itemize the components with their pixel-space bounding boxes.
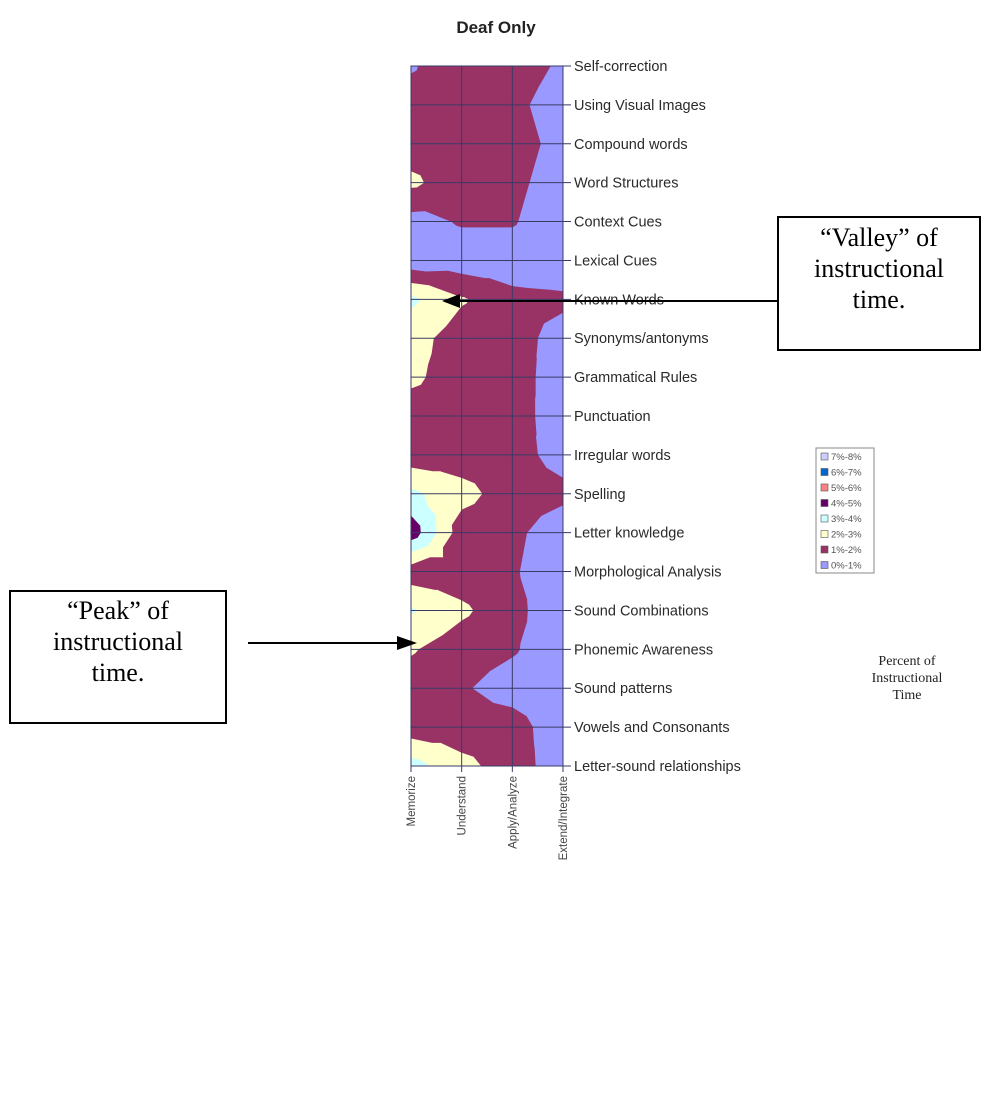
y-tick-label: Grammatical Rules — [574, 370, 697, 386]
peak-annotation-box: “Peak” of instructional time. — [9, 590, 227, 724]
y-tick-label: Vowels and Consonants — [574, 720, 730, 736]
y-tick-label: Word Structures — [574, 176, 679, 192]
legend-caption: Percent of Instructional Time — [852, 653, 962, 704]
peak-annotation-line: “Peak” of — [67, 596, 169, 625]
y-tick-label: Context Cues — [574, 215, 662, 231]
valley-annotation-line: instructional — [814, 254, 944, 283]
y-tick-label: Lexical Cues — [574, 253, 657, 269]
peak-arrow-head — [397, 636, 417, 650]
y-tick-label: Letter knowledge — [574, 526, 684, 542]
legend: 7%-8% 6%-7% 5%-6% 4%-5% 3%-4% 2%-3% 1%-2% 0%-1% — [815, 447, 875, 574]
legend-entry-label: 4%-5% — [831, 499, 862, 510]
valley-annotation-line: time. — [852, 285, 906, 314]
valley-annotation-box: “Valley” of instructional time. — [777, 216, 981, 351]
peak-annotation-line: time. — [91, 658, 145, 687]
y-tick-label: Punctuation — [574, 409, 651, 425]
legend-entry-label: 1%-2% — [831, 545, 862, 556]
y-tick-label: Using Visual Images — [574, 98, 706, 114]
x-tick-label: Understand — [457, 776, 469, 835]
y-tick-label: Letter-sound relationships — [574, 759, 741, 775]
contour-band — [410, 515, 422, 541]
legend-swatch — [820, 483, 829, 492]
y-tick-label: Synonyms/antonyms — [574, 331, 709, 347]
legend-entry-label: 2%-3% — [831, 530, 862, 541]
legend-entry-label: 5%-6% — [831, 483, 862, 494]
y-tick-label: Sound patterns — [574, 681, 672, 697]
y-tick-label: Self-correction — [574, 59, 667, 75]
legend-entry-label: 7%-8% — [831, 452, 862, 463]
annotation-arrows — [248, 294, 777, 650]
contour-band — [410, 296, 437, 767]
legend-swatch — [820, 530, 829, 538]
legend-swatch — [820, 514, 829, 523]
legend-swatch — [820, 545, 829, 554]
legend-swatch — [820, 468, 829, 476]
contour-band — [410, 171, 483, 767]
x-tick-label: Memorize — [406, 776, 418, 826]
valley-arrow-head — [442, 294, 460, 308]
y-tick-label: Compound words — [574, 137, 688, 153]
y-tick-label: Sound Combinations — [574, 603, 709, 619]
x-tick-label: Apply/Analyze — [507, 776, 519, 849]
y-tick-label: Irregular words — [574, 448, 671, 464]
y-tick-label: Phonemic Awareness — [574, 642, 713, 658]
grid-lines — [410, 65, 571, 772]
chart-title: Deaf Only — [456, 18, 536, 37]
y-axis-tick-labels: Self-correction Using Visual Images Compou… — [574, 59, 741, 775]
legend-caption-line: Instructional — [871, 671, 943, 686]
legend-swatch — [820, 499, 829, 507]
legend-entry-label: 6%-7% — [831, 468, 862, 479]
legend-swatch — [820, 561, 829, 569]
y-tick-label: Morphological Analysis — [574, 565, 722, 581]
legend-entry-label: 3%-4% — [831, 514, 862, 525]
y-tick-label: Spelling — [574, 487, 626, 503]
peak-annotation-line: instructional — [53, 627, 183, 656]
x-tick-label: Extend/Integrate — [558, 776, 570, 860]
plot-frame — [410, 65, 564, 767]
valley-annotation-line: “Valley” of — [820, 223, 938, 252]
legend-entry-label: 0%-1% — [831, 561, 862, 572]
legend-caption-line: Time — [892, 688, 922, 703]
legend-caption-line: Percent of — [878, 654, 936, 669]
legend-swatch — [820, 452, 829, 461]
x-axis-tick-labels: Memorize Understand Apply/Analyze Extend/In… — [406, 776, 570, 860]
